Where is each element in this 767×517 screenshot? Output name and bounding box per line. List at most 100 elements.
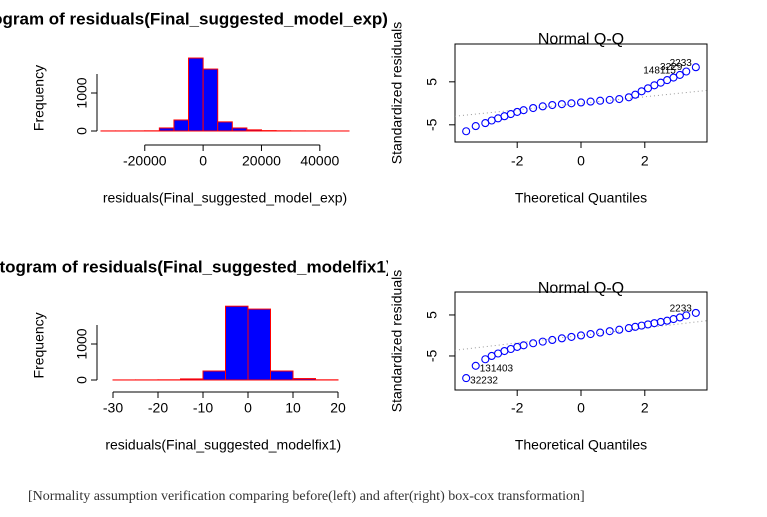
y-axis-label: Standardized residuals xyxy=(389,22,405,164)
x-tick-label: -10 xyxy=(193,400,213,416)
x-tick-label: 20000 xyxy=(242,153,281,169)
x-tick-label: -30 xyxy=(103,400,123,416)
bar xyxy=(270,370,294,381)
x-tick-label: -2 xyxy=(511,153,524,169)
point xyxy=(605,95,614,104)
chart-title: Normal Q-Q xyxy=(538,280,624,297)
y-tick-label: 1000 xyxy=(74,328,90,359)
point xyxy=(650,319,659,328)
point xyxy=(462,374,471,383)
chart-title: Histogram of residuals(Final_suggested_m… xyxy=(0,9,388,28)
caption: [Normality assumption verification compa… xyxy=(28,489,585,504)
point-label: 148115 xyxy=(643,66,676,77)
x-axis-label: Theoretical Quantiles xyxy=(515,190,647,206)
point xyxy=(557,100,566,109)
point xyxy=(481,355,490,364)
x-tick-label: 0 xyxy=(244,400,252,416)
point xyxy=(624,324,633,333)
bar xyxy=(202,68,219,132)
point-label: 131403 xyxy=(480,363,514,374)
point xyxy=(637,321,646,330)
y-tick-label: 5 xyxy=(424,311,440,319)
y-tick-label: 1000 xyxy=(74,77,90,108)
x-tick-label: 0 xyxy=(199,153,207,169)
x-tick-label: 20 xyxy=(330,400,346,416)
point xyxy=(567,99,576,108)
x-tick-label: 10 xyxy=(285,400,301,416)
bar xyxy=(225,305,249,381)
histogram-panel: Histogram of residuals(Final_suggested_m… xyxy=(0,9,388,28)
point xyxy=(567,332,576,341)
point xyxy=(596,96,605,105)
x-axis-label: residuals(Final_suggested_model_exp) xyxy=(103,190,347,206)
x-axis-label: residuals(Final_suggested_modelfix1) xyxy=(105,437,341,453)
point xyxy=(656,317,665,326)
point xyxy=(471,361,480,370)
point xyxy=(637,87,646,96)
point xyxy=(586,97,595,106)
point xyxy=(548,335,557,345)
x-tick-label: 2 xyxy=(641,153,649,169)
x-tick-label: 40000 xyxy=(300,153,339,169)
point xyxy=(557,334,566,343)
y-tick-label: 0 xyxy=(74,376,90,384)
bar xyxy=(173,119,190,132)
point xyxy=(576,98,586,107)
bar xyxy=(188,57,204,132)
point xyxy=(471,122,480,131)
y-axis-label: Frequency xyxy=(31,312,47,378)
point xyxy=(691,308,700,317)
point-label: 2233 xyxy=(670,304,693,315)
point xyxy=(675,70,684,79)
bar xyxy=(246,129,262,132)
point xyxy=(615,325,624,334)
x-tick-label: -20 xyxy=(148,400,168,416)
y-axis-label: Frequency xyxy=(31,65,47,131)
bar xyxy=(202,370,226,381)
x-tick-label: -2 xyxy=(511,400,524,416)
y-tick-label: -5 xyxy=(424,350,440,363)
y-axis-label: Standardized residuals xyxy=(389,270,405,412)
point xyxy=(682,311,691,320)
chart-title: Histogram of residuals(Final_suggested_m… xyxy=(0,257,391,276)
point xyxy=(586,329,595,339)
point xyxy=(691,63,700,72)
point xyxy=(529,103,538,113)
histogram-panel: Histogram of residuals(Final_suggested_m… xyxy=(0,257,391,276)
x-tick-label: 0 xyxy=(577,153,585,169)
point xyxy=(538,337,547,346)
point xyxy=(548,100,557,110)
x-tick-label: 0 xyxy=(577,400,585,416)
point xyxy=(462,127,471,136)
point-label: 3229 xyxy=(660,62,683,73)
point xyxy=(631,322,640,331)
point xyxy=(615,94,624,104)
point xyxy=(529,339,538,348)
reference-line xyxy=(454,320,708,351)
bar xyxy=(158,127,175,132)
x-axis-label: Theoretical Quantiles xyxy=(515,437,647,453)
bar xyxy=(180,378,204,381)
reference-line xyxy=(454,89,708,117)
point xyxy=(631,90,640,99)
point xyxy=(519,106,528,115)
point xyxy=(643,320,653,329)
point xyxy=(605,327,614,336)
y-tick-label: -5 xyxy=(424,118,440,131)
point xyxy=(576,331,586,340)
x-tick-label: 2 xyxy=(641,400,649,416)
point-label: 2233 xyxy=(670,58,693,69)
point-label: 32232 xyxy=(470,376,498,387)
point xyxy=(538,102,547,111)
y-tick-label: 0 xyxy=(74,127,90,135)
bar xyxy=(292,378,316,381)
point xyxy=(643,84,653,93)
bar xyxy=(247,308,271,381)
point xyxy=(596,328,605,337)
point xyxy=(519,341,528,350)
bar xyxy=(231,127,248,132)
chart-title: Normal Q-Q xyxy=(538,31,624,48)
x-tick-label: -20000 xyxy=(123,153,167,169)
bar xyxy=(217,121,233,132)
